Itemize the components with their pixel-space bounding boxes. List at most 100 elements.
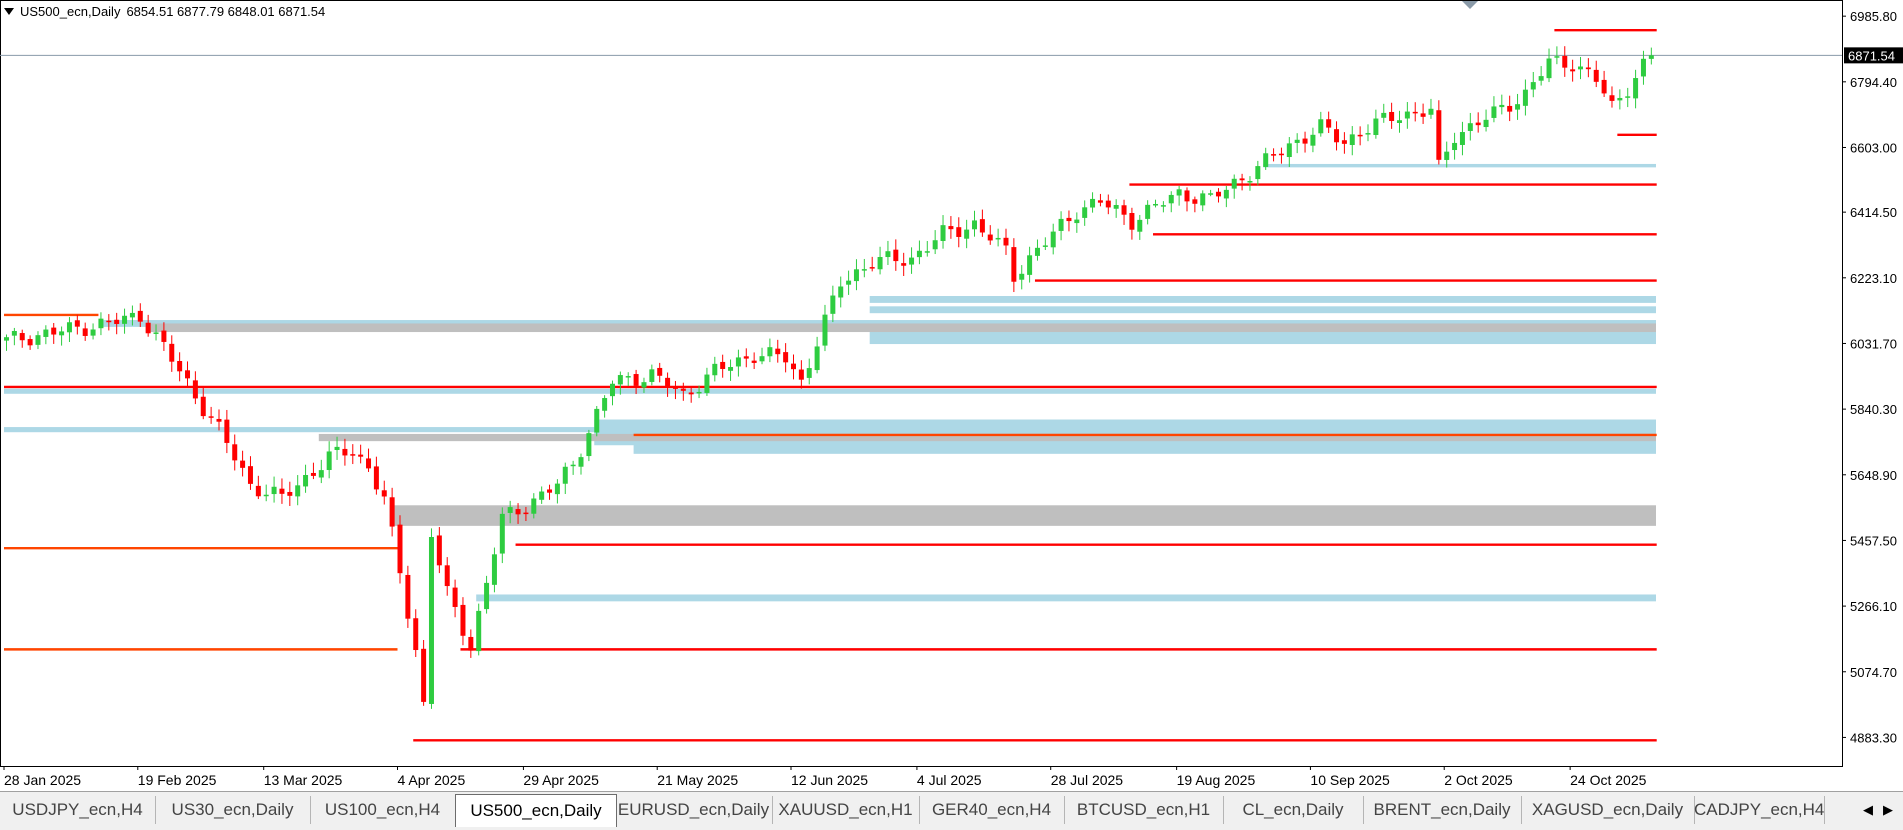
candle-body [846, 280, 852, 285]
candle-body [1507, 105, 1513, 112]
candle-body [578, 457, 584, 467]
price-axis-label: 5457.50 [1850, 533, 1897, 548]
candle-body [232, 444, 238, 461]
candle-body [570, 464, 576, 467]
candle-body [1554, 56, 1560, 58]
candle-body [814, 346, 820, 371]
candle-body [366, 458, 372, 469]
time-axis-label: 4 Jul 2025 [917, 772, 982, 788]
candle-body [916, 250, 922, 258]
candle-body [350, 454, 356, 456]
time-axis-label: 2 Oct 2025 [1444, 772, 1513, 788]
tab-us500-ecn-daily[interactable]: US500_ecn,Daily [455, 794, 617, 827]
triangle-down-icon[interactable] [4, 8, 14, 15]
candle-body [641, 382, 647, 388]
candle-body [1420, 113, 1426, 117]
time-axis-label: 29 Apr 2025 [523, 772, 599, 788]
tab-cl-ecn-daily[interactable]: CL_ecn,Daily [1223, 796, 1364, 824]
tab-us30-ecn-daily[interactable]: US30_ecn,Daily [155, 796, 311, 824]
candle-body [830, 295, 836, 314]
arrow-left-icon[interactable]: ◀ [1863, 802, 1873, 817]
candle-body [310, 472, 316, 476]
candle-body [153, 332, 159, 334]
tab-brent-ecn-daily[interactable]: BRENT_ecn,Daily [1363, 796, 1522, 824]
candle-body [295, 485, 301, 497]
candle-body [562, 466, 568, 484]
candle-body [1326, 119, 1332, 128]
price-axis-label: 6223.10 [1850, 271, 1897, 286]
candle-body [1271, 154, 1277, 156]
candle-body [82, 328, 88, 336]
candle-body [838, 286, 844, 298]
candle-body [287, 491, 293, 496]
candle-body [783, 352, 789, 363]
demand-zone [869, 306, 1656, 314]
demand-zone [476, 594, 1657, 602]
tab-usdjpy-ecn-h4[interactable]: USDJPY_ecn,H4 [0, 796, 156, 824]
candle-body [1121, 205, 1127, 215]
candle-body [1160, 205, 1166, 207]
arrow-right-icon[interactable]: ▶ [1883, 802, 1893, 817]
candle-body [1357, 134, 1363, 137]
tab-eurusd-ecn-daily[interactable]: EURUSD_ecn,Daily [615, 796, 773, 824]
candle-body [1050, 231, 1056, 248]
symbol-label: US500_ecn,Daily [20, 4, 121, 19]
candle-body [657, 367, 663, 376]
candle-body [247, 466, 253, 484]
tab-cadjpy-ecn-h4[interactable]: CADJPY_ecn,H4 [1694, 796, 1825, 824]
tab-ger40-ecn-h4[interactable]: GER40_ecn,H4 [919, 796, 1065, 824]
candle-body [909, 257, 915, 265]
candle-body [885, 251, 891, 258]
candle-body [122, 315, 128, 324]
candle-body [224, 419, 230, 443]
candle-body [704, 374, 710, 393]
candle-body [861, 269, 867, 271]
candle-body [476, 610, 482, 652]
candle-body [1215, 191, 1221, 197]
candle-body [468, 636, 474, 651]
candle-body [869, 267, 875, 269]
time-axis-label: 12 Jun 2025 [791, 772, 868, 788]
candle-body [515, 509, 521, 515]
candle-body [240, 460, 246, 468]
price-axis-label: 6603.00 [1850, 140, 1897, 155]
candle-body [428, 536, 434, 704]
candle-body [1168, 194, 1174, 204]
candle-body [1625, 96, 1631, 98]
candle-body [1294, 139, 1300, 143]
candle-body [1278, 153, 1284, 156]
candle-body [1562, 55, 1568, 68]
tab-btcusd-ecn-h1[interactable]: BTCUSD_ecn,H1 [1064, 796, 1224, 824]
candle-body [1436, 110, 1442, 160]
candle-body [995, 237, 1001, 240]
candle-body [271, 486, 277, 495]
candle-body [27, 339, 33, 346]
demand-zone [869, 328, 1656, 345]
candle-body [523, 512, 529, 515]
candle-body [1318, 119, 1324, 134]
time-axis-label: 21 May 2025 [657, 772, 738, 788]
candle-body [1459, 132, 1465, 145]
candle-body [1601, 79, 1607, 94]
time-axis-label: 24 Oct 2025 [1570, 772, 1646, 788]
plot-frame [0, 0, 1843, 767]
candle-body [877, 257, 883, 270]
supply-zone [318, 433, 1656, 442]
price-axis-label: 6414.50 [1850, 205, 1897, 220]
tab-xagusd-ecn-daily[interactable]: XAGUSD_ecn,Daily [1521, 796, 1695, 824]
candle-body [1176, 189, 1182, 196]
candle-body [1200, 193, 1206, 206]
candle-body [491, 554, 497, 585]
tab-us100-ecn-h4[interactable]: US100_ecn,H4 [310, 796, 456, 824]
candle-body [1074, 219, 1080, 224]
price-chart[interactable]: 6985.80 6794.40 6603.00 6414.50 6223.10 6031.… [0, 0, 1903, 792]
time-axis-label: 19 Aug 2025 [1177, 772, 1256, 788]
candle-body [405, 574, 411, 619]
candle-body [1255, 166, 1261, 180]
tab-xauusd-ecn-h1[interactable]: XAUUSD_ecn,H1 [772, 796, 920, 824]
candle-body [1412, 111, 1418, 114]
candle-body [452, 587, 458, 607]
candle-body [460, 604, 466, 636]
candle-body [1530, 82, 1536, 90]
candle-body [1640, 58, 1646, 77]
